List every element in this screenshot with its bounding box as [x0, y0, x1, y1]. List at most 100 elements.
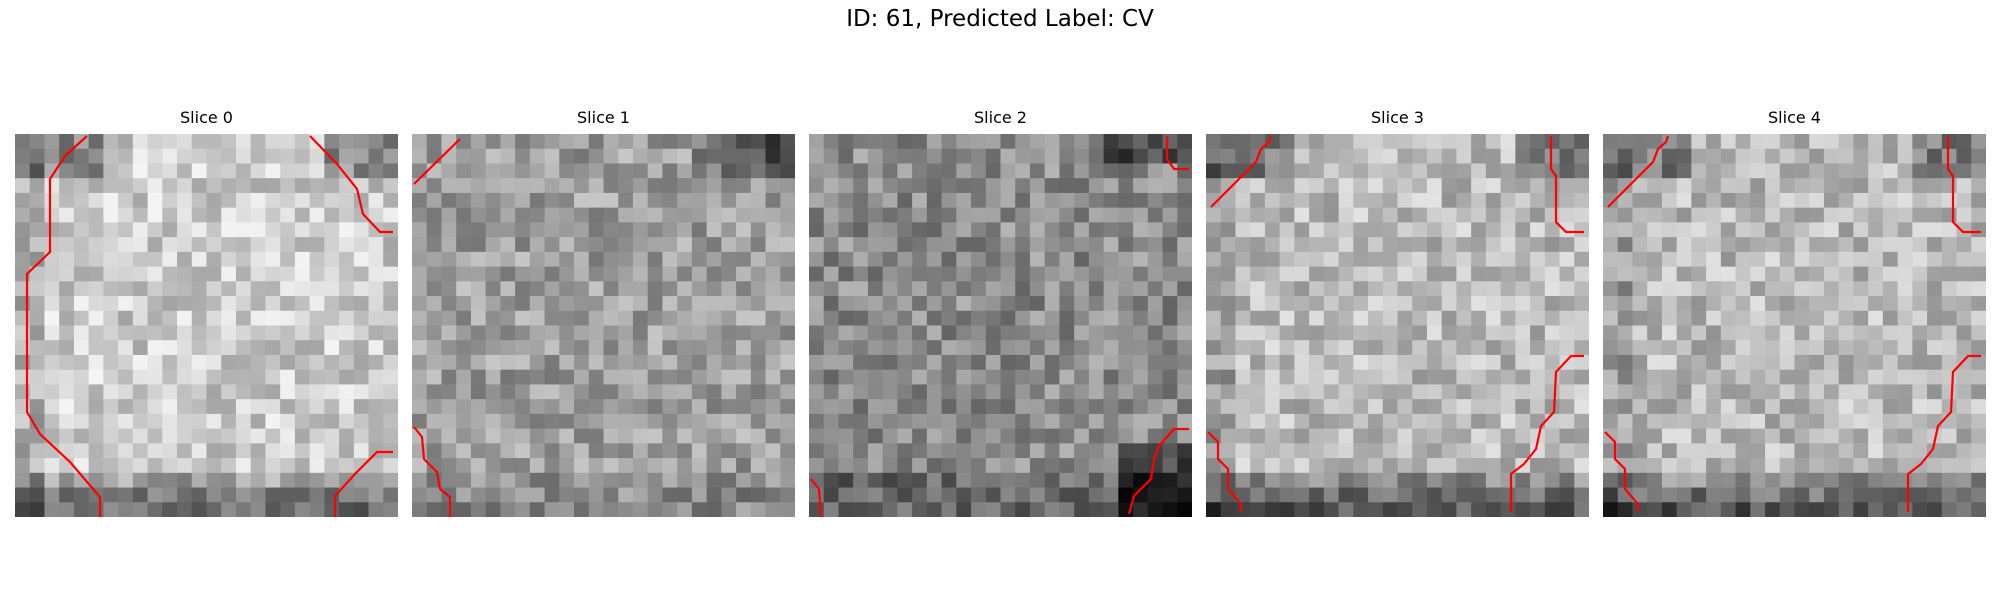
pixel — [1971, 384, 1986, 400]
pixel — [1765, 325, 1781, 341]
pixel — [912, 428, 928, 444]
pixel — [191, 443, 208, 459]
pixel — [574, 163, 590, 179]
pixel — [1515, 310, 1531, 327]
pixel — [838, 487, 854, 503]
pixel — [1882, 399, 1899, 415]
pixel — [456, 251, 472, 268]
pixel — [721, 178, 737, 194]
pixel — [1720, 472, 1737, 489]
pixel — [882, 413, 898, 430]
pixel — [235, 178, 252, 194]
pixel — [603, 134, 619, 150]
pixel — [1515, 192, 1531, 209]
pixel — [88, 178, 104, 194]
pixel — [780, 472, 795, 489]
pixel — [1530, 413, 1546, 430]
pixel — [971, 251, 987, 268]
pixel — [867, 472, 884, 489]
pixel — [1235, 310, 1251, 327]
pixel — [368, 502, 384, 517]
pixel — [662, 134, 678, 150]
pixel — [1720, 428, 1737, 444]
pixel — [736, 413, 752, 430]
pixel — [736, 354, 752, 371]
pixel — [456, 472, 472, 489]
pixel — [1617, 163, 1634, 179]
pixel — [588, 237, 605, 253]
pixel — [250, 369, 267, 386]
pixel — [1177, 487, 1192, 503]
pixel — [1353, 310, 1369, 327]
pixel — [412, 222, 428, 238]
pixel — [1456, 428, 1472, 444]
pixel — [309, 251, 325, 268]
pixel — [691, 354, 708, 371]
pixel — [294, 413, 311, 430]
pixel — [353, 340, 370, 356]
pixel — [882, 310, 898, 327]
pixel — [162, 443, 178, 459]
pixel — [736, 222, 752, 238]
pixel — [544, 148, 560, 165]
pixel — [1338, 296, 1354, 312]
pixel — [191, 148, 208, 165]
pixel — [456, 413, 472, 430]
pixel — [132, 222, 149, 238]
pixel — [544, 296, 560, 312]
pixel — [1294, 266, 1310, 282]
pixel — [177, 354, 193, 371]
pixel — [1353, 207, 1369, 223]
pixel — [603, 458, 619, 474]
slice-title-2: Slice 2 — [974, 108, 1027, 127]
pixel — [353, 369, 370, 386]
pixel — [1897, 443, 1913, 459]
pixel — [1853, 251, 1869, 268]
pixel — [1235, 266, 1251, 282]
pixel — [59, 428, 75, 444]
pixel — [1382, 487, 1399, 503]
pixel — [1162, 296, 1178, 312]
pixel — [383, 281, 398, 297]
pixel — [1794, 325, 1810, 341]
pixel — [1676, 266, 1692, 282]
pixel — [1368, 369, 1384, 386]
pixel — [383, 384, 398, 400]
pixel — [1603, 399, 1619, 415]
pixel — [1456, 413, 1472, 430]
pixel — [485, 178, 501, 194]
pixel — [103, 325, 119, 341]
pixel — [118, 192, 134, 209]
pixel — [647, 148, 664, 165]
contour-3-b — [1549, 136, 1584, 234]
pixel — [1927, 369, 1943, 386]
pixel — [221, 178, 237, 194]
pixel — [867, 134, 884, 150]
pixel — [1015, 296, 1031, 312]
pixel — [1338, 222, 1354, 238]
pixel — [574, 310, 590, 327]
pixel — [118, 296, 134, 312]
contour-lines-2 — [810, 136, 1189, 517]
pixel — [103, 340, 119, 356]
pixel — [1676, 281, 1692, 297]
pixel — [1500, 472, 1516, 489]
pixel — [1809, 281, 1825, 297]
pixel — [118, 325, 134, 341]
pixel — [441, 222, 457, 238]
pixel — [1971, 148, 1986, 165]
pixel — [1927, 134, 1943, 150]
pixel — [809, 266, 825, 282]
pixel — [1956, 428, 1972, 444]
pixel — [221, 384, 237, 400]
pixel — [1868, 458, 1884, 474]
pixel — [1882, 207, 1899, 223]
pixel — [632, 178, 649, 194]
pixel — [1941, 251, 1958, 268]
pixel — [1103, 399, 1119, 415]
pixel — [765, 148, 781, 165]
pixel — [1897, 502, 1913, 517]
pixel — [1000, 222, 1016, 238]
pixel — [926, 310, 943, 327]
pixel — [118, 428, 134, 444]
